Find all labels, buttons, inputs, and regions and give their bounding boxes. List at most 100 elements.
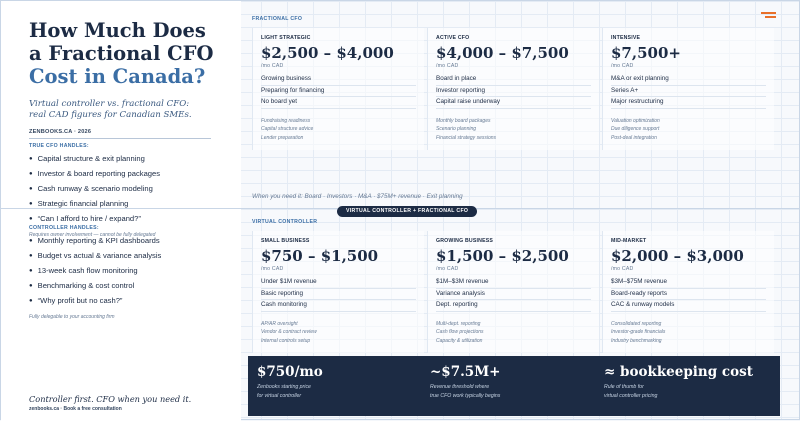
tier-features: Growing business Preparing for financing… xyxy=(261,74,416,109)
extra-item: Cash flow projections xyxy=(436,329,484,336)
tier-price: $2,500 – $4,000 xyxy=(261,44,394,62)
extra-item: Fundraising readiness xyxy=(261,117,311,124)
tier-unit: /mo CAD xyxy=(436,266,459,272)
list-item: 13-week cash flow monitoring xyxy=(29,264,229,279)
stat-desc-line-2: true CFO work typically begins xyxy=(430,393,501,399)
tier-card-active-cfo: ACTIVE CFO $4,000 – $7,500 /mo CAD Board… xyxy=(427,28,599,150)
tier-extras: Valuation optimization Due diligence sup… xyxy=(611,117,766,143)
title-line-1: How Much Does xyxy=(29,19,206,42)
title-line-3: Cost in Canada? xyxy=(29,65,206,88)
tier-price: $4,000 – $7,500 xyxy=(436,44,569,62)
left-panel: How Much Does a Fractional CFO Cost in C… xyxy=(1,1,241,421)
tier-unit: /mo CAD xyxy=(261,63,284,69)
tier-features: M&A or exit planning Series A+ Major res… xyxy=(611,74,766,109)
extra-item: Post-deal integration xyxy=(611,135,657,142)
feature-item: Major restructuring xyxy=(611,97,766,109)
stat-desc-line-1: Revenue threshold where xyxy=(430,384,490,390)
tier-price: $750 – $1,500 xyxy=(261,247,379,265)
list-item: Monthly reporting & KPI dashboards xyxy=(29,234,229,249)
stat-revenue-threshold: ~$7.5M+ Revenue threshold where true CFO… xyxy=(430,364,500,401)
extra-item: Monthly board packages xyxy=(436,117,491,124)
stat-description: Zenbooks starting price for virtual cont… xyxy=(257,383,323,401)
tier-features: $1M–$3M revenue Variance analysis Dept. … xyxy=(436,277,591,312)
tier-features: Board in place Investor reporting Capita… xyxy=(436,74,591,109)
when-you-need-it: When you need it: Board · Investors · M&… xyxy=(252,193,463,200)
controller-handles-list: Monthly reporting & KPI dashboards Budge… xyxy=(29,234,229,309)
tier-extras: Monthly board packages Scenario planning… xyxy=(436,117,591,143)
tier-features: Under $1M revenue Basic reporting Cash m… xyxy=(261,277,416,312)
extra-item: Industry benchmarking xyxy=(611,338,662,345)
stacked-bars-logo-icon xyxy=(761,12,776,20)
tier-card-growing-business: GROWING BUSINESS $1,500 – $2,500 /mo CAD… xyxy=(427,231,599,353)
site-label: ZENBOOKS.CA · 2026 xyxy=(29,129,92,135)
extra-item: Multi-dept. reporting xyxy=(436,320,481,327)
controller-note: Fully delegable to your accounting firm xyxy=(29,314,115,320)
section-badge: VIRTUAL CONTROLLER + FRACTIONAL CFO xyxy=(337,206,478,217)
tier-unit: /mo CAD xyxy=(436,63,459,69)
tier-card-light-strategic: LIGHT STRATEGIC $2,500 – $4,000 /mo CAD … xyxy=(252,28,424,150)
stats-banner: $750/mo Zenbooks starting price for virt… xyxy=(248,356,780,416)
tier-unit: /mo CAD xyxy=(261,266,284,272)
list-item: Strategic financial planning xyxy=(29,197,225,212)
subtitle: Virtual controller vs. fractional CFO: r… xyxy=(29,99,225,121)
title-line-2: a Fractional CFO xyxy=(29,42,214,65)
list-item: Cash runway & scenario modeling xyxy=(29,182,225,197)
extra-item: Due diligence support xyxy=(611,126,660,133)
extra-item: Financial strategy sessions xyxy=(436,135,497,142)
controller-handles-title: CONTROLLER HANDLES: xyxy=(29,225,99,231)
cfo-handles-list: Capital structure & exit planning Invest… xyxy=(29,152,225,227)
tier-name: LIGHT STRATEGIC xyxy=(261,35,311,41)
tier-card-small-business: SMALL BUSINESS $750 – $1,500 /mo CAD Und… xyxy=(252,231,424,353)
page-title: How Much Does a Fractional CFO Cost in C… xyxy=(29,19,225,88)
tier-price: $2,000 – $3,000 xyxy=(611,247,744,265)
tier-unit: /mo CAD xyxy=(611,266,634,272)
feature-item: M&A or exit planning xyxy=(611,74,766,86)
tagline: Controller first. CFO when you need it. xyxy=(29,394,192,404)
controller-section-label: VIRTUAL CONTROLLER xyxy=(252,219,318,225)
cfo-handles-title: TRUE CFO HANDLES: xyxy=(29,143,89,149)
tier-extras: Multi-dept. reporting Cash flow projecti… xyxy=(436,320,591,346)
footer: Controller first. CFO when you need it. … xyxy=(29,394,191,412)
extra-item: AP/AR oversight xyxy=(261,320,298,327)
tier-extras: AP/AR oversight Vendor & contract review… xyxy=(261,320,416,346)
tier-name: INTENSIVE xyxy=(611,35,641,41)
tier-unit: /mo CAD xyxy=(611,63,634,69)
stat-value: ≈ bookkeeping cost xyxy=(604,364,753,380)
feature-item: Capital raise underway xyxy=(436,97,591,109)
extra-item: Consolidated reporting xyxy=(611,320,662,327)
stat-desc-line-2: virtual controller pricing xyxy=(604,393,658,399)
list-item: Investor & board reporting packages xyxy=(29,167,225,182)
feature-item: $1M–$3M revenue xyxy=(436,277,591,289)
list-item: Budget vs actual & variance analysis xyxy=(29,249,229,264)
feature-item: Series A+ xyxy=(611,86,766,97)
footer-link[interactable]: zenbooks.ca · Book a free consultation xyxy=(29,406,122,412)
tier-extras: Fundraising readiness Capital structure … xyxy=(261,117,416,143)
stat-rule-of-thumb: ≈ bookkeeping cost Rule of thumb for vir… xyxy=(604,364,753,401)
extra-item: Capacity & utilization xyxy=(436,338,483,345)
extra-item: Investor-grade financials xyxy=(611,329,666,336)
tier-name: GROWING BUSINESS xyxy=(436,238,494,244)
extra-item: Capital structure advice xyxy=(261,126,314,133)
stat-value: $750/mo xyxy=(257,364,323,380)
stat-starting-price: $750/mo Zenbooks starting price for virt… xyxy=(257,364,323,401)
feature-item: Preparing for financing xyxy=(261,86,416,97)
extra-item: Scenario planning xyxy=(436,126,477,133)
feature-item: Dept. reporting xyxy=(436,300,591,312)
extra-item: Valuation optimization xyxy=(611,117,660,124)
stat-desc-line-2: for virtual controller xyxy=(257,393,302,399)
tier-name: ACTIVE CFO xyxy=(436,35,470,41)
subtitle-line-2: real CAD figures for Canadian SMEs. xyxy=(29,110,192,120)
feature-item: Basic reporting xyxy=(261,289,416,300)
stat-desc-line-1: Zenbooks starting price xyxy=(257,384,311,390)
extra-item: Vendor & contract review xyxy=(261,329,317,336)
stat-desc-line-1: Rule of thumb for xyxy=(604,384,644,390)
tier-extras: Consolidated reporting Investor-grade fi… xyxy=(611,320,766,346)
feature-item: Cash monitoring xyxy=(261,300,416,312)
feature-item: Board-ready reports xyxy=(611,289,766,300)
extra-item: Lender preparation xyxy=(261,135,304,142)
extra-item: Internal controls setup xyxy=(261,338,311,345)
tier-price: $7,500+ xyxy=(611,44,681,62)
tier-card-intensive: INTENSIVE $7,500+ /mo CAD M&A or exit pl… xyxy=(602,28,774,150)
divider xyxy=(29,138,211,139)
